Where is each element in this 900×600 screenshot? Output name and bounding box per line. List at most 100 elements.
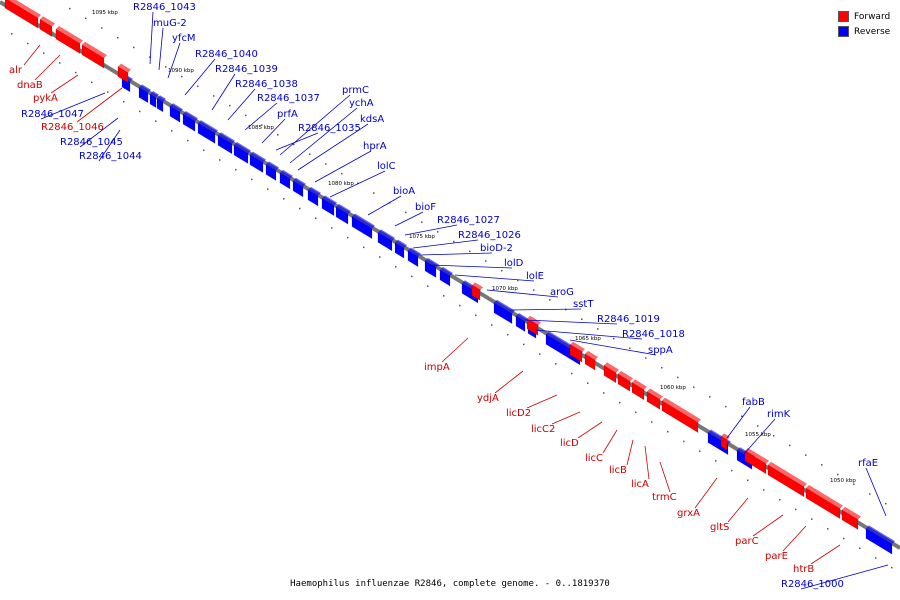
label-leader [509, 308, 582, 311]
gene-shape-top [440, 266, 453, 276]
gene-label-kdsa: kdsA [360, 114, 384, 125]
gene-label-r2846-1044: R2846_1044 [79, 151, 142, 162]
scale-dot [869, 493, 871, 495]
scale-dot [59, 62, 61, 64]
gene-parc-f15 [744, 447, 769, 475]
label-leader [865, 467, 887, 517]
scale-dot [315, 217, 317, 219]
scale-dot [811, 518, 813, 520]
gene-label-r2846-1035: R2846_1035 [298, 123, 361, 134]
label-leader [810, 544, 841, 565]
scale-dot [843, 537, 845, 540]
scale-label: 1070 kbp [492, 286, 518, 292]
scale-dot [555, 363, 557, 365]
scale-dot [667, 431, 669, 433]
gene-rimk-27 [707, 429, 731, 456]
scale-dot [91, 81, 93, 84]
label-leader [569, 339, 657, 356]
gene-shape-top [56, 25, 83, 44]
label-leader [394, 211, 424, 227]
gene-dnab-f1 [39, 16, 55, 38]
scale-dot [27, 42, 29, 45]
scale-label: 1095 kbp [92, 10, 118, 16]
scale-dot [853, 483, 855, 485]
gene-label-lold: lolD [504, 258, 524, 269]
scale-dot [405, 211, 407, 214]
label-leader [644, 445, 650, 480]
scale-dot [421, 221, 423, 223]
gene-label-r2846-1045: R2846_1045 [60, 137, 123, 148]
gene-label-licd2: licD2 [506, 408, 531, 419]
scale-label: 1065 kbp [575, 336, 601, 342]
scale-dot [501, 269, 503, 272]
label-leader [404, 224, 458, 236]
gene-lolc-13 [307, 186, 321, 207]
scale-dot [891, 566, 893, 569]
gene-label-r2846-1026: R2846_1026 [458, 230, 521, 241]
label-leader [275, 132, 319, 151]
label-leader [694, 477, 718, 509]
gene-shape-top [139, 84, 151, 93]
scale-dot [293, 143, 295, 146]
scale-dot [517, 279, 519, 282]
scale-dot [613, 337, 615, 340]
scale-dot [245, 114, 247, 117]
scale-dot [443, 295, 445, 297]
scale-dot [533, 289, 535, 291]
scale-dot [693, 386, 695, 388]
scale-dot [827, 528, 829, 530]
gene-shape-top [266, 161, 279, 171]
gene-shape-top [632, 379, 647, 390]
label-leader [50, 74, 79, 94]
gene-kdsa-10 [265, 161, 279, 181]
gene-shape-top [280, 169, 293, 179]
scale-dot [363, 246, 365, 249]
scale-dot [181, 75, 183, 78]
gene-label-licd: licD [560, 438, 579, 449]
scale-dot [485, 260, 487, 262]
gene-shape [407, 249, 419, 268]
scale-dot [725, 405, 727, 408]
gene-label-lole: lolE [526, 271, 544, 282]
scale-dot [885, 502, 887, 505]
label-leader [79, 117, 119, 148]
gene-shape-top [842, 506, 861, 520]
gene-label-pyka: pykA [33, 93, 58, 104]
gene-shape-top [183, 111, 198, 122]
gene-shape-top [570, 341, 585, 353]
gene-label-r2846-1037: R2846_1037 [257, 93, 320, 104]
gene-label-trmc: trmC [652, 492, 677, 503]
legend: Forward Reverse [838, 9, 890, 39]
scale-dot [597, 328, 599, 330]
label-leader [289, 107, 358, 164]
label-leader [98, 129, 121, 162]
scale-dot [357, 182, 359, 185]
scale-dot [539, 353, 541, 355]
scale-dot [123, 100, 125, 103]
scale-label: 1085 kbp [248, 125, 274, 131]
gene-shape-top [250, 151, 266, 163]
gene-label-lica: licA [631, 479, 649, 490]
scale-dot [453, 240, 455, 243]
scale-dot [715, 460, 717, 462]
scale-dot [341, 172, 343, 175]
scale-dot [251, 178, 253, 181]
label-leader [419, 252, 493, 256]
gene-shape [265, 163, 277, 181]
scale-dot [523, 343, 525, 346]
gene-label-htrb: htrB [793, 564, 814, 575]
scale-dot [757, 425, 759, 427]
scale-dot [731, 469, 733, 472]
scale-dot [101, 27, 103, 29]
label-leader [76, 87, 123, 123]
label-leader [412, 239, 479, 249]
gene-label-fabb: fabB [742, 397, 765, 408]
gene-label-glts: gltS [710, 522, 729, 533]
label-leader [526, 394, 558, 409]
gene-label-ycha: ychA [349, 98, 374, 109]
label-leader [227, 88, 256, 121]
scale-dot [11, 33, 13, 35]
label-leader [577, 421, 603, 439]
scale-dot [581, 318, 583, 320]
scale-dot [459, 304, 461, 307]
